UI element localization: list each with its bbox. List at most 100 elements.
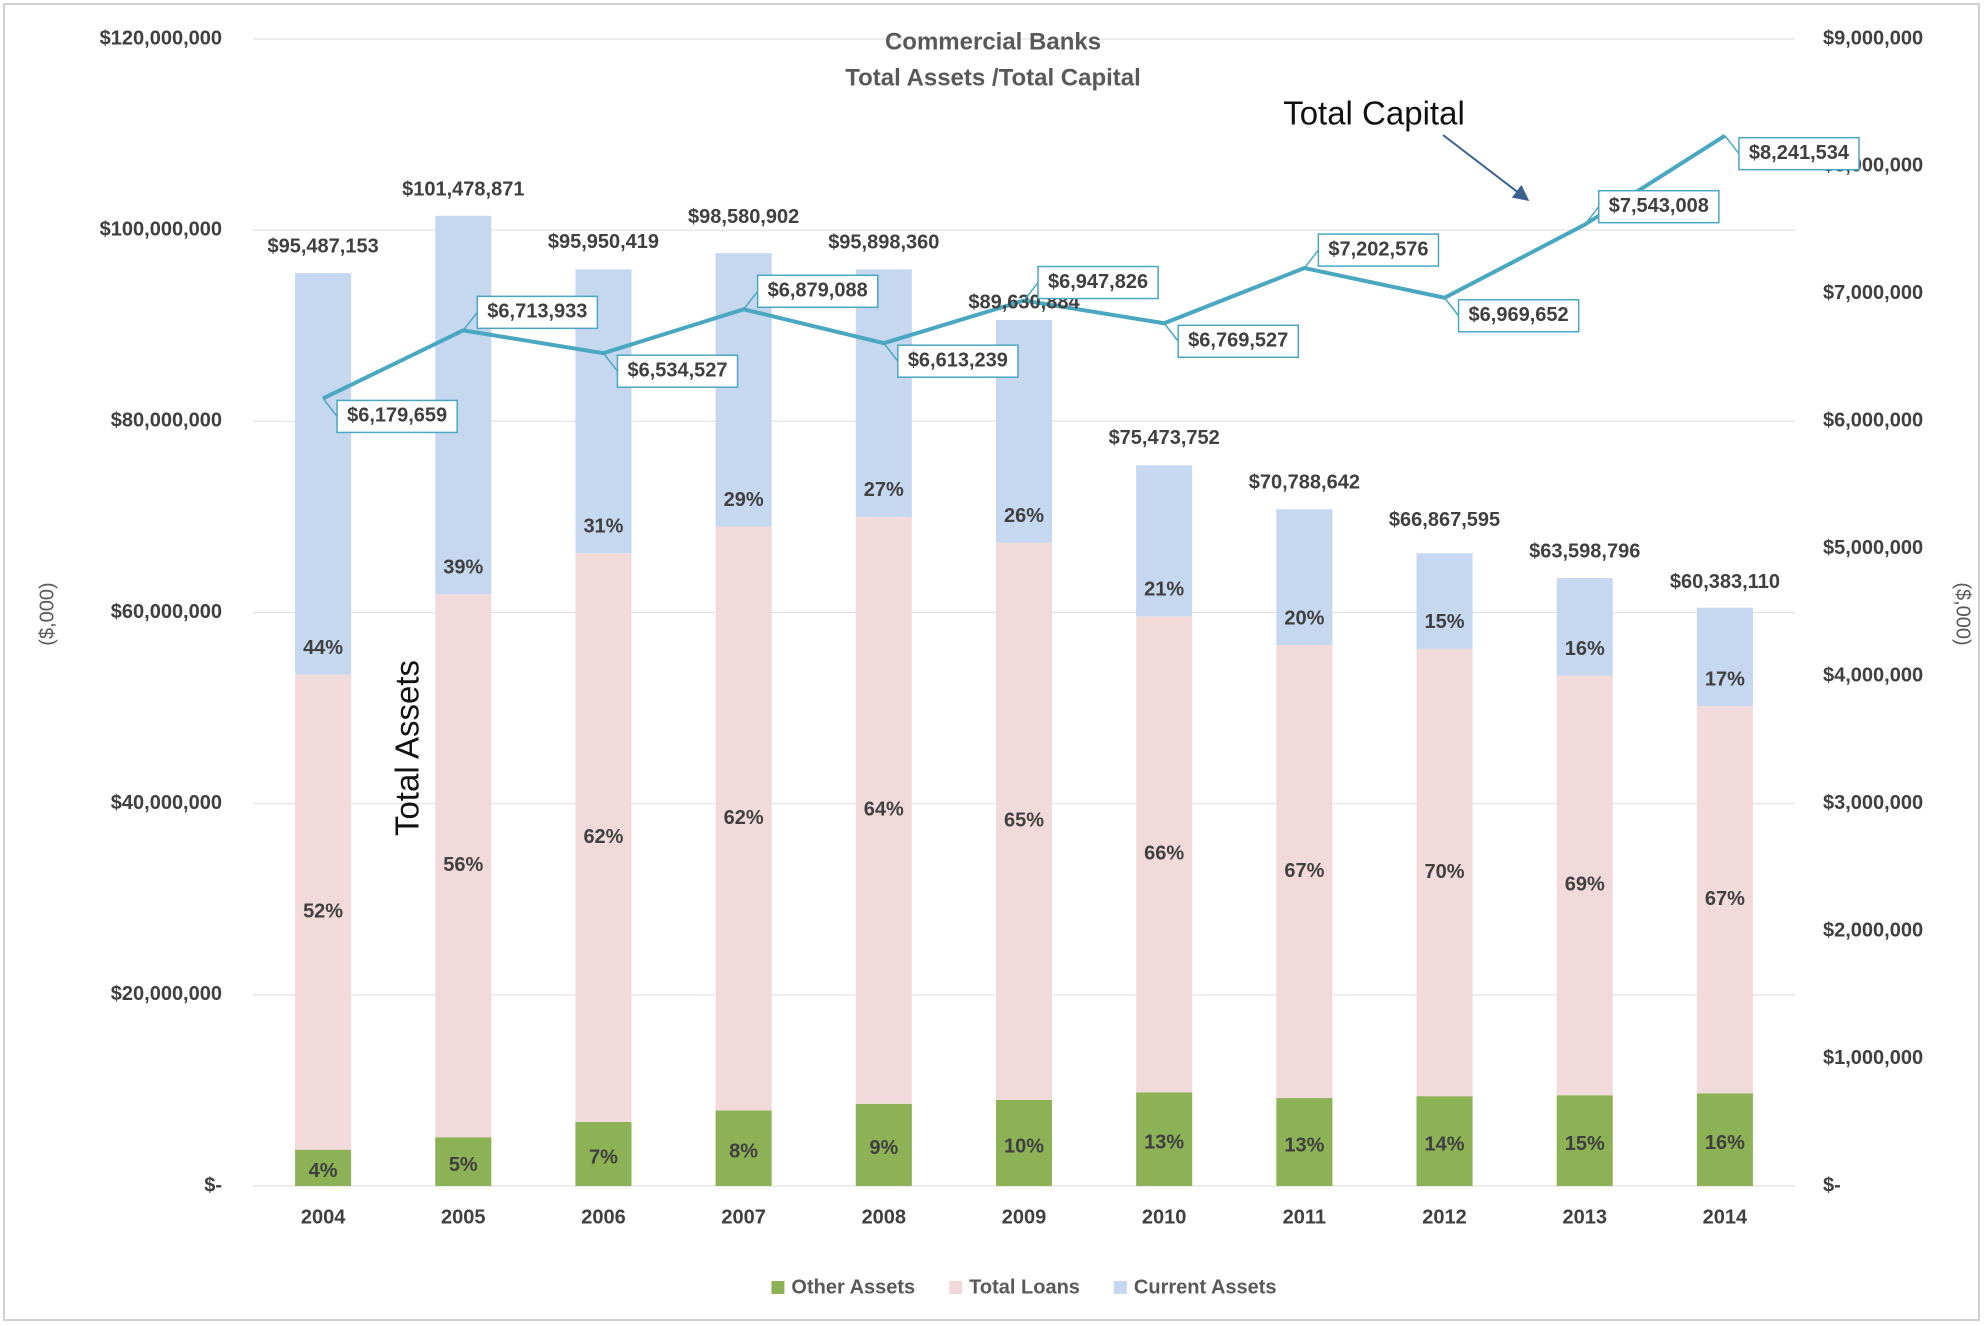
data-label: 31% (583, 516, 623, 538)
x-tick-label: 2013 (1562, 1206, 1607, 1228)
x-tick-label: 2014 (1703, 1206, 1748, 1228)
data-label: 7% (589, 1146, 618, 1168)
bar-segment (1696, 607, 1753, 707)
total-label: $95,898,360 (828, 232, 939, 254)
x-tick-label: 2009 (1002, 1206, 1047, 1228)
y-tick-label: $100,000,000 (100, 218, 222, 240)
legend-swatch (949, 1281, 963, 1294)
y2-tick-label: $9,000,000 (1823, 27, 1923, 49)
y2-tick-label: $6,000,000 (1823, 410, 1923, 432)
bar-segment (1276, 509, 1333, 645)
bar-segment (1136, 465, 1193, 617)
legend-swatch (771, 1281, 785, 1294)
total-label: $101,478,871 (402, 178, 524, 200)
data-label: 70% (1425, 861, 1465, 883)
callout-leader (1443, 297, 1460, 317)
annotation-arrow (1442, 134, 1530, 201)
y-tick-label: $60,000,000 (111, 601, 222, 623)
data-label: 65% (1004, 810, 1044, 832)
bar-segment (295, 1149, 352, 1186)
callout-leader (602, 352, 619, 372)
y2-tick-label: $4,000,000 (1823, 665, 1923, 687)
callout-leader (883, 342, 899, 362)
bar-segment (855, 516, 912, 1104)
callout-label: $6,879,088 (768, 280, 868, 302)
y2-tick-label: $- (1823, 1174, 1841, 1196)
data-label: 69% (1565, 874, 1605, 896)
y2-tick-label: $7,000,000 (1823, 282, 1923, 304)
x-tick-label: 2005 (441, 1206, 486, 1228)
data-label: 16% (1565, 638, 1605, 660)
bar-segment (715, 526, 772, 1111)
x-tick-label: 2012 (1422, 1206, 1467, 1228)
data-label: 9% (869, 1137, 898, 1159)
y-tick-label: $- (204, 1174, 222, 1196)
data-label: 17% (1705, 668, 1745, 690)
total-label: $60,383,110 (1670, 571, 1780, 593)
data-label: 56% (443, 854, 483, 876)
bar-segment (715, 1110, 772, 1186)
bar-segment (295, 674, 352, 1150)
callout-box (897, 344, 1019, 378)
callout-box (1457, 299, 1580, 333)
callout-label: $7,202,576 (1328, 238, 1428, 260)
y2-tick-label: $1,000,000 (1823, 1047, 1923, 1069)
data-label: 64% (864, 799, 904, 821)
bar-segment (575, 553, 632, 1122)
bar-segment (575, 1121, 632, 1186)
bar-segment (1276, 1098, 1333, 1186)
x-tick-label: 2004 (301, 1206, 346, 1228)
bar-segment (295, 273, 352, 675)
bar-segment (1696, 1093, 1753, 1186)
callout-leader (1163, 322, 1179, 342)
legend-label: Current Assets (1134, 1276, 1277, 1298)
callout-label: $7,543,008 (1609, 195, 1709, 217)
data-label: 20% (1284, 607, 1324, 629)
bar-segment (1136, 1092, 1193, 1186)
data-label: 13% (1144, 1131, 1184, 1153)
data-label: 44% (303, 637, 343, 659)
callout-label: $6,947,826 (1048, 271, 1148, 293)
x-tick-label: 2008 (862, 1206, 907, 1228)
callout-label: $6,179,659 (347, 405, 447, 427)
bar-segment (1276, 644, 1333, 1099)
annotation: Total Capital (1283, 95, 1465, 132)
y-tick-label: $120,000,000 (100, 27, 222, 49)
total-label: $95,950,419 (548, 231, 659, 253)
callout-leader (1724, 135, 1740, 155)
callout-box (756, 274, 879, 309)
data-label: 15% (1425, 611, 1465, 633)
bar-segment (1556, 578, 1613, 676)
callout-label: $6,969,652 (1469, 304, 1569, 326)
total-label: $66,867,595 (1389, 509, 1500, 531)
bar-segment (1416, 648, 1473, 1097)
callout-leader (743, 290, 759, 310)
y-tick-label: $20,000,000 (111, 983, 222, 1005)
legend-label: Other Assets (791, 1276, 915, 1298)
data-label: 8% (729, 1141, 758, 1163)
y-tick-label: $40,000,000 (111, 792, 222, 814)
data-label: 13% (1284, 1134, 1324, 1156)
callout-box (1177, 324, 1300, 359)
data-label: 16% (1705, 1132, 1745, 1154)
callout-leader (462, 311, 478, 331)
callout-label: $8,241,534 (1749, 142, 1850, 164)
data-label: 21% (1144, 579, 1184, 601)
bar-segment (995, 542, 1053, 1100)
y-tick-label: $80,000,000 (111, 410, 222, 432)
data-label: 15% (1565, 1133, 1605, 1155)
y2-tick-label: $2,000,000 (1823, 919, 1923, 941)
legend-swatch (1113, 1281, 1127, 1294)
y2-tick-label: $3,000,000 (1823, 792, 1923, 814)
data-label: 4% (309, 1160, 338, 1182)
bar-segment (1416, 1096, 1473, 1186)
callout-leader (322, 397, 338, 417)
callout-leader (1023, 282, 1039, 301)
data-label: 29% (724, 489, 764, 511)
callout-box (336, 399, 458, 434)
bar-segment (435, 1137, 492, 1186)
x-tick-label: 2007 (721, 1206, 766, 1228)
callout-label: $6,713,933 (487, 301, 587, 323)
x-tick-label: 2006 (581, 1206, 626, 1228)
data-label: 26% (1004, 505, 1044, 527)
